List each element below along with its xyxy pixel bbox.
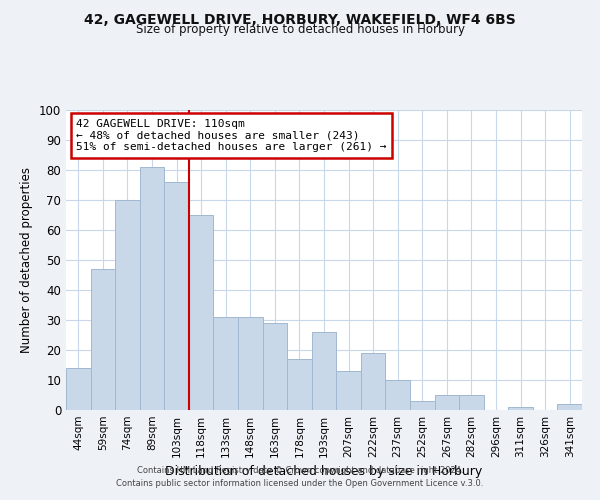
Bar (336, 371, 361, 410)
Bar (164, 182, 189, 410)
Bar (287, 359, 312, 410)
Bar (361, 353, 385, 410)
Text: Contains HM Land Registry data © Crown copyright and database right 2024.
Contai: Contains HM Land Registry data © Crown c… (116, 466, 484, 487)
Text: 42, GAGEWELL DRIVE, HORBURY, WAKEFIELD, WF4 6BS: 42, GAGEWELL DRIVE, HORBURY, WAKEFIELD, … (84, 12, 516, 26)
Bar (410, 401, 434, 410)
Text: Size of property relative to detached houses in Horbury: Size of property relative to detached ho… (136, 22, 464, 36)
Y-axis label: Number of detached properties: Number of detached properties (20, 167, 34, 353)
Bar (508, 407, 533, 410)
Bar (115, 200, 140, 410)
Bar (263, 323, 287, 410)
Bar (557, 404, 582, 410)
Bar (91, 269, 115, 410)
Bar (214, 317, 238, 410)
X-axis label: Distribution of detached houses by size in Horbury: Distribution of detached houses by size … (166, 466, 482, 478)
Bar (385, 380, 410, 410)
Bar (312, 332, 336, 410)
Bar (459, 395, 484, 410)
Bar (434, 395, 459, 410)
Bar (140, 167, 164, 410)
Bar (66, 368, 91, 410)
Bar (189, 215, 214, 410)
Text: 42 GAGEWELL DRIVE: 110sqm
← 48% of detached houses are smaller (243)
51% of semi: 42 GAGEWELL DRIVE: 110sqm ← 48% of detac… (76, 119, 387, 152)
Bar (238, 317, 263, 410)
